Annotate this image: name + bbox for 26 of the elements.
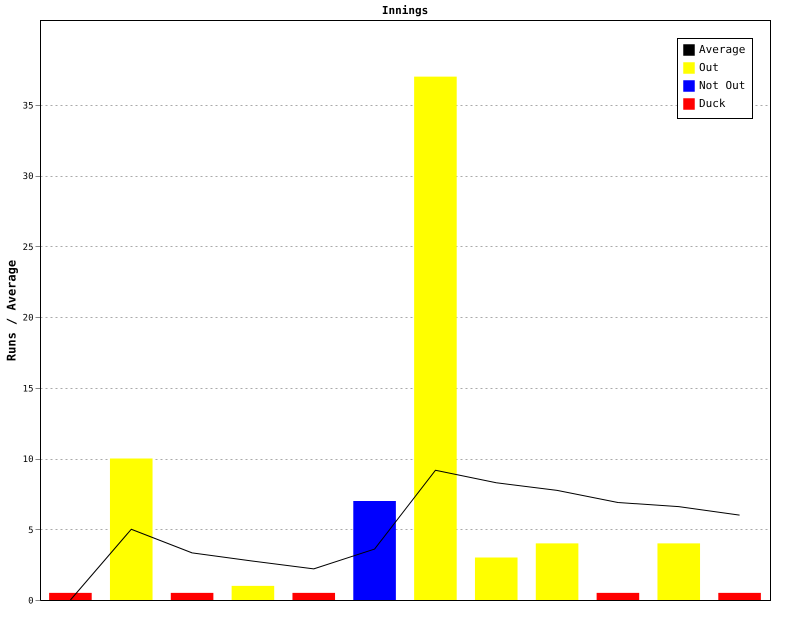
y-tick-label: 0	[28, 596, 34, 606]
bar	[49, 592, 92, 600]
bar	[657, 543, 700, 600]
y-tick-label: 5	[28, 526, 34, 536]
bar	[596, 592, 640, 600]
bar	[353, 500, 396, 600]
y-tick-label: 15	[22, 384, 34, 394]
bar	[414, 76, 457, 600]
bar	[232, 586, 274, 600]
y-tick-label: 10	[22, 455, 34, 466]
y-tick-label: 25	[22, 242, 34, 253]
bar	[292, 592, 336, 600]
legend-label: Not Out	[699, 79, 746, 92]
bar	[170, 592, 214, 600]
y-tick-label: 20	[22, 314, 34, 324]
y-tick-label: 35	[22, 101, 34, 112]
bar	[110, 458, 153, 600]
bar	[536, 543, 578, 600]
y-axis-title: Runs / Average	[4, 260, 19, 362]
legend-label: Duck	[699, 97, 726, 110]
legend-label: Out	[699, 61, 719, 74]
chart-title: Innings	[382, 4, 428, 17]
y-tick-label: 30	[22, 172, 34, 182]
bar	[474, 558, 518, 600]
legend-label: Average	[699, 43, 746, 56]
bar	[718, 592, 761, 600]
